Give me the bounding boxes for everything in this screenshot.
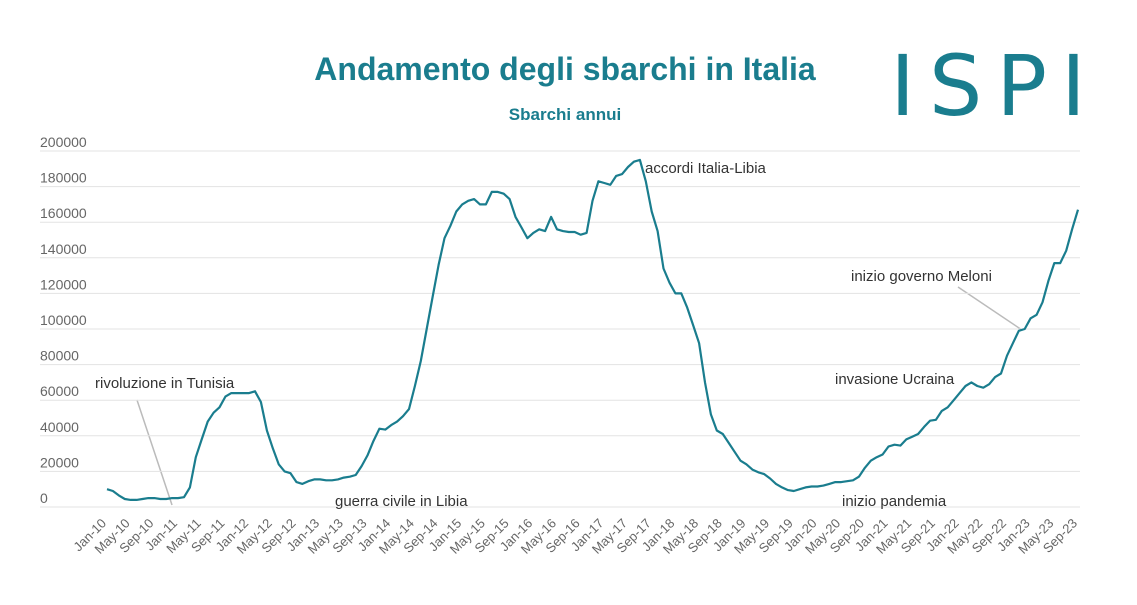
chart-title: Andamento degli sbarchi in Italia	[314, 51, 816, 87]
y-tick-label: 140000	[40, 241, 87, 257]
y-tick-label: 0	[40, 490, 48, 506]
annotation: inizio governo Meloni	[851, 268, 992, 285]
y-tick-label: 200000	[40, 134, 87, 150]
annotation: accordi Italia-Libia	[645, 160, 767, 177]
y-tick-label: 160000	[40, 205, 87, 221]
y-tick-label: 60000	[40, 383, 79, 399]
y-tick-label: 180000	[40, 170, 87, 186]
y-tick-label: 80000	[40, 348, 79, 364]
data-line	[106, 158, 1080, 501]
annotation-leader	[136, 399, 173, 506]
chart-subtitle: Sbarchi annui	[509, 105, 621, 124]
annotation: rivoluzione in Tunisia	[95, 375, 235, 392]
y-tick-label: 100000	[40, 312, 87, 328]
annotation: guerra civile in Libia	[335, 493, 468, 510]
annotation: invasione Ucraina	[835, 371, 955, 388]
annotation-leader	[957, 286, 1023, 331]
y-tick-label: 120000	[40, 276, 87, 292]
y-tick-label: 40000	[40, 419, 79, 435]
logo: ISPI	[890, 37, 1100, 135]
y-tick-label: 20000	[40, 454, 79, 470]
annotation: inizio pandemia	[842, 493, 947, 510]
